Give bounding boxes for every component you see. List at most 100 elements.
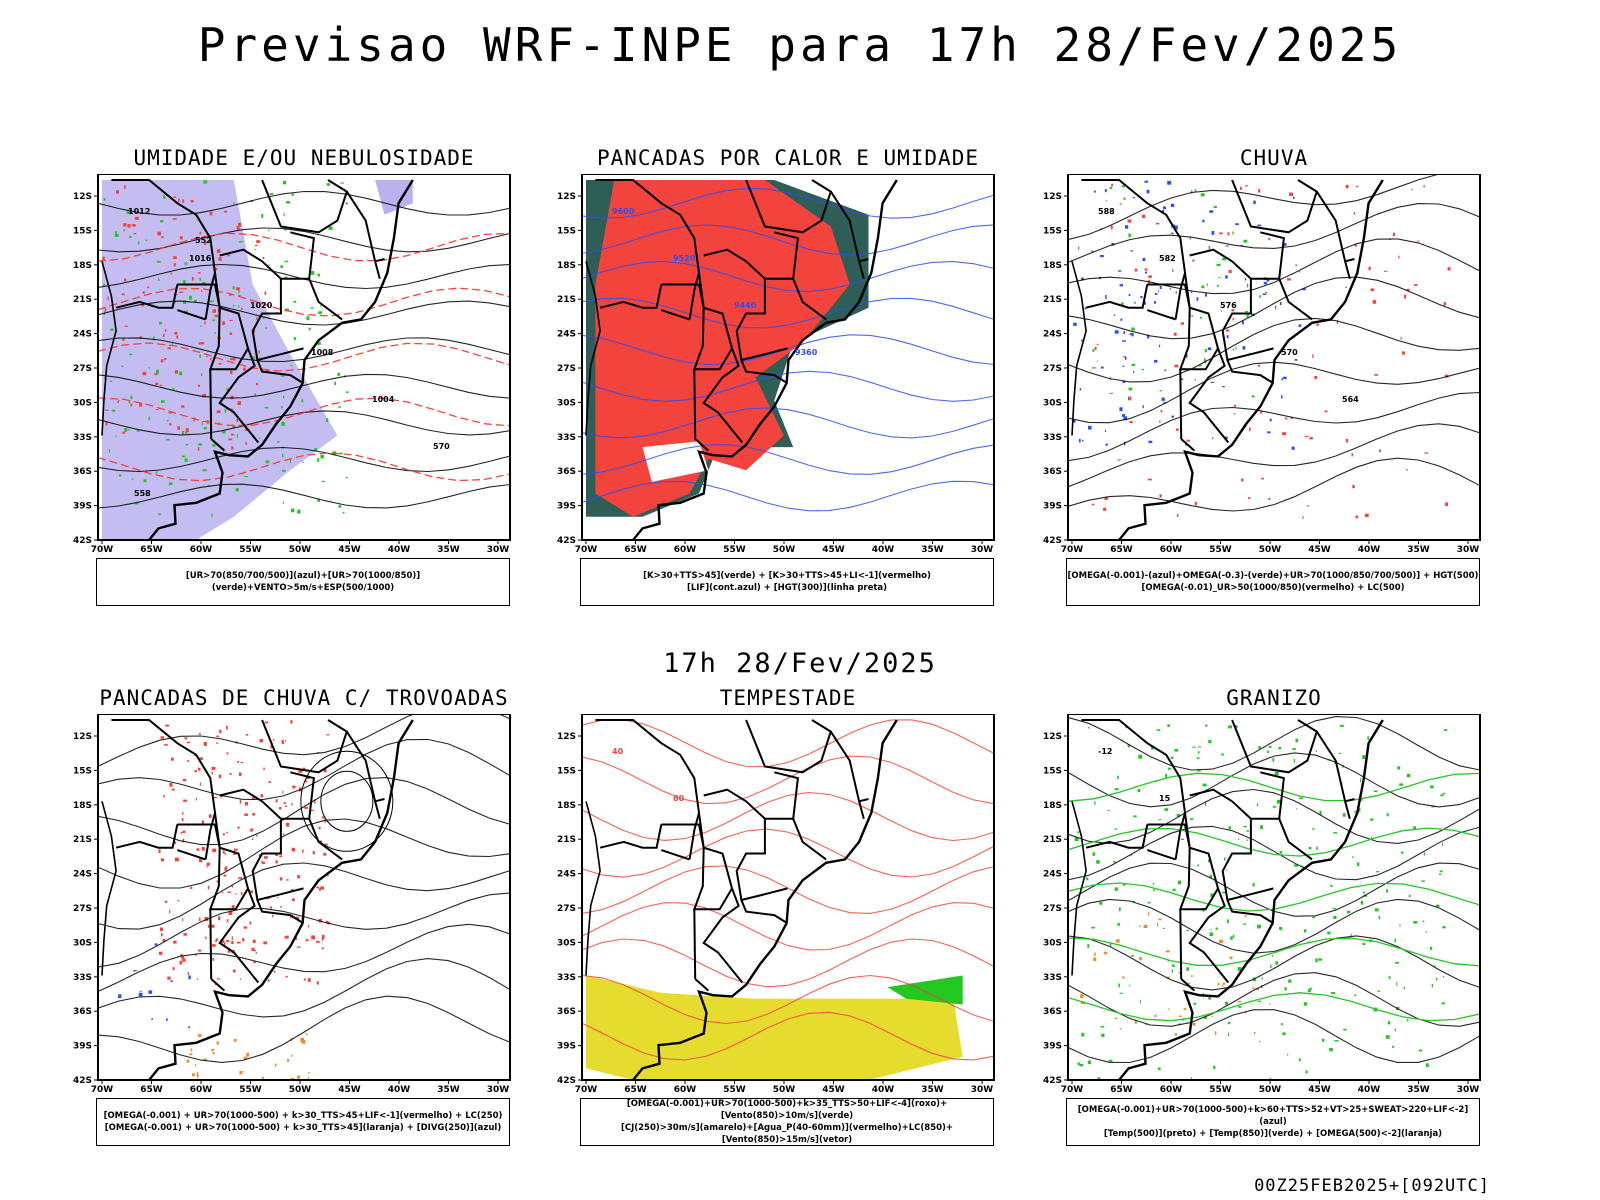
field-speckle [1334,762,1336,764]
field-speckle [311,935,315,940]
field-speckle [212,958,215,961]
lat-label: 18S [1043,801,1062,811]
field-speckle [1196,297,1199,301]
field-speckle [1330,884,1333,888]
contour-line [1068,827,1480,857]
field-speckle [115,230,117,235]
contour-line [98,373,510,399]
coastline [1118,719,1384,1080]
field-speckle [1263,281,1267,285]
field-speckle [1091,926,1095,929]
contour-line [98,397,510,427]
field-speckle [237,826,240,829]
contour-line [1068,937,1480,967]
field-speckle [1302,288,1306,291]
field-speckle [303,978,306,981]
field-speckle [1216,284,1219,287]
contour-line [1068,772,1480,802]
field-speckle [1132,900,1136,903]
lat-label: 15S [73,766,92,776]
field-speckle [1159,420,1161,423]
panel-chuva: CHUVA 588 582 576 570 564 12S 15S 18S 21S 24S 27S 3… [1024,146,1524,616]
country-border [595,179,744,444]
country-border [1231,231,1285,280]
contour-line [582,902,994,951]
country-border [1231,719,1318,774]
field-speckle [147,286,150,289]
field-speckle [279,807,282,810]
lat-label: 18S [1043,261,1062,271]
field-speckle [1129,396,1132,401]
field-speckle [279,877,283,881]
field-speckle [233,1038,237,1042]
field-speckle [1282,1032,1286,1035]
field-speckle [1194,189,1197,192]
field-speckle [236,226,240,230]
contour-line [1068,238,1480,295]
field-speckle [250,890,253,894]
field-speckle [189,295,192,300]
field-speckle [237,761,240,763]
field-speckle [1123,416,1127,421]
country-border [261,179,348,234]
field-speckle [1129,984,1131,987]
field-speckle [1225,245,1229,247]
field-speckle [1170,203,1175,207]
lat-label: 33S [73,433,92,443]
field-speckle [1287,1053,1289,1056]
field-speckle [301,1040,306,1044]
contour-line [582,828,994,878]
field-speckle [293,508,295,511]
field-speckle [1355,515,1359,519]
field-speckle [318,826,321,830]
field-speckle [1128,387,1133,391]
field-speckle [198,949,202,952]
field-speckle [1342,813,1346,817]
field-speckle [1208,245,1210,250]
field-speckle [275,854,278,856]
field-speckle [121,293,125,296]
lat-label: 15S [557,226,576,236]
field-speckle [1226,335,1229,339]
country-border [792,278,827,321]
field-speckle [173,841,176,845]
country-border [1178,847,1219,911]
field-speckle [129,353,133,356]
field-speckle [181,958,186,962]
lon-label: 40W [872,545,895,555]
field-speckle [298,770,303,773]
field-speckle [157,231,161,236]
field-speckle [159,321,162,325]
field-speckle [1202,783,1207,787]
field-speckle [1134,268,1138,272]
country-border [1179,909,1183,980]
field-speckle [1424,452,1428,454]
field-speckle [1384,270,1388,272]
field-speckle [1120,318,1123,321]
field-speckle [283,395,285,399]
field-speckle [239,799,242,804]
contour-line [98,232,510,262]
field-speckle [1447,267,1451,271]
field-speckle [1094,952,1096,956]
contour-line [582,297,994,329]
field-speckle [252,813,256,816]
field-speckle [216,249,221,253]
field-speckle [1279,927,1282,930]
field-speckle [206,862,210,866]
field-speckle [283,212,285,216]
field-speckle [161,400,165,403]
contour-label: 1016 [189,254,212,263]
field-speckle [321,937,324,941]
field-speckle [188,975,191,980]
field-speckle [1365,513,1369,517]
field-speckle [242,938,245,942]
field-speckle [1252,395,1255,398]
field-speckle [1209,932,1214,937]
lon-label: 45W [338,545,361,555]
field-speckle [192,1073,195,1077]
field-speckle [286,879,289,881]
map-frame [97,174,511,541]
field-speckle [1189,236,1192,240]
field-speckle [1225,1001,1229,1005]
